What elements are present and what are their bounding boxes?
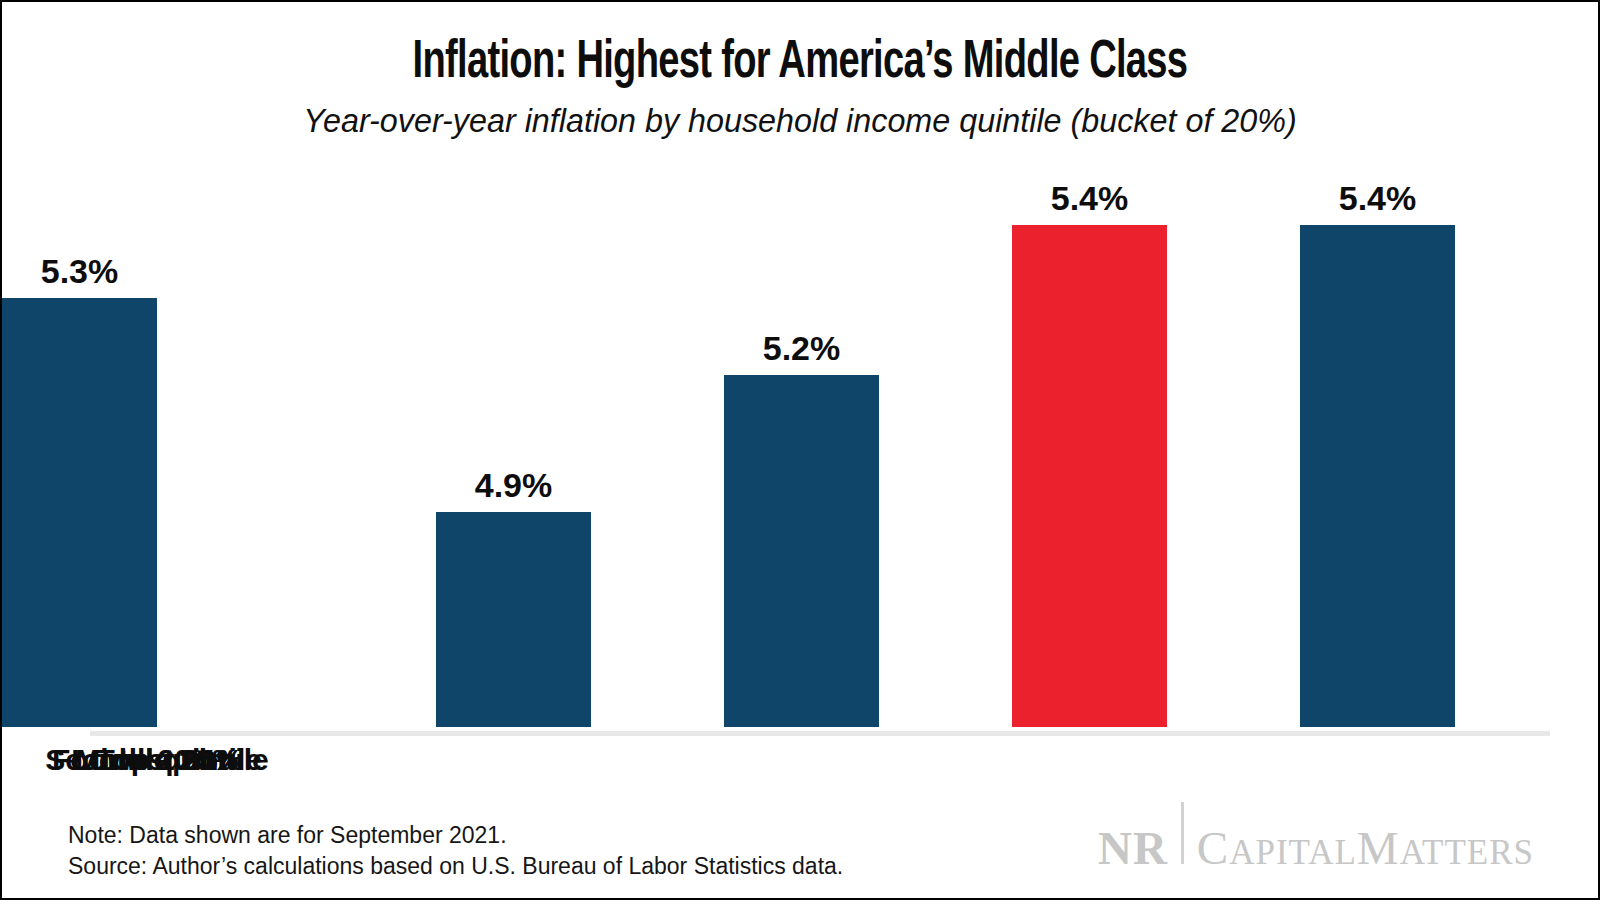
bar-middle-20-highlighted [1012, 225, 1167, 727]
bar-value-label: 5.3% [41, 254, 119, 288]
chart-title: Inflation: Highest for America’s Middle … [225, 32, 1374, 85]
category-label-top-20: Top 20% [2, 743, 312, 776]
logo-matters-rest: ATTERS [1400, 835, 1534, 870]
chart-canvas: Inflation: Highest for America’s Middle … [0, 0, 1600, 900]
logo-nr-text: NR [1098, 825, 1168, 872]
note-text: Note: Data shown are for September 2021. [68, 820, 843, 851]
logo-separator-bar [1181, 802, 1184, 864]
source-text: Source: Author’s calculations based on U… [68, 851, 843, 882]
logo-capital-rest: APITAL [1229, 835, 1357, 870]
bar-second-quintile [724, 375, 879, 727]
bar-value-label: 4.9% [475, 468, 553, 502]
x-axis-line [90, 731, 1550, 736]
bar-lowest-20 [436, 512, 591, 727]
bar-group-fourth-quintile: 5.4% [1300, 181, 1455, 727]
nr-capital-matters-logo: NR C APITAL M ATTERS [1098, 802, 1534, 872]
logo-matters-initial: M [1357, 825, 1400, 872]
bar-fourth-quintile [1300, 225, 1455, 727]
bar-value-label: 5.4% [1339, 181, 1417, 215]
bar-group-lowest-20: 4.9% [436, 468, 591, 727]
bar-top-20 [2, 298, 157, 727]
bar-value-label: 5.4% [1051, 181, 1129, 215]
chart-subtitle: Year-over-year inflation by household in… [42, 101, 1558, 140]
bar-group-top-20: 5.3% [2, 254, 157, 727]
bar-value-label: 5.2% [763, 331, 841, 365]
logo-capital-initial: C [1197, 825, 1229, 872]
bar-group-second-quintile: 5.2% [724, 331, 879, 727]
footnote-block: Note: Data shown are for September 2021.… [68, 820, 843, 882]
bar-group-middle-20: 5.4% [1012, 181, 1167, 727]
